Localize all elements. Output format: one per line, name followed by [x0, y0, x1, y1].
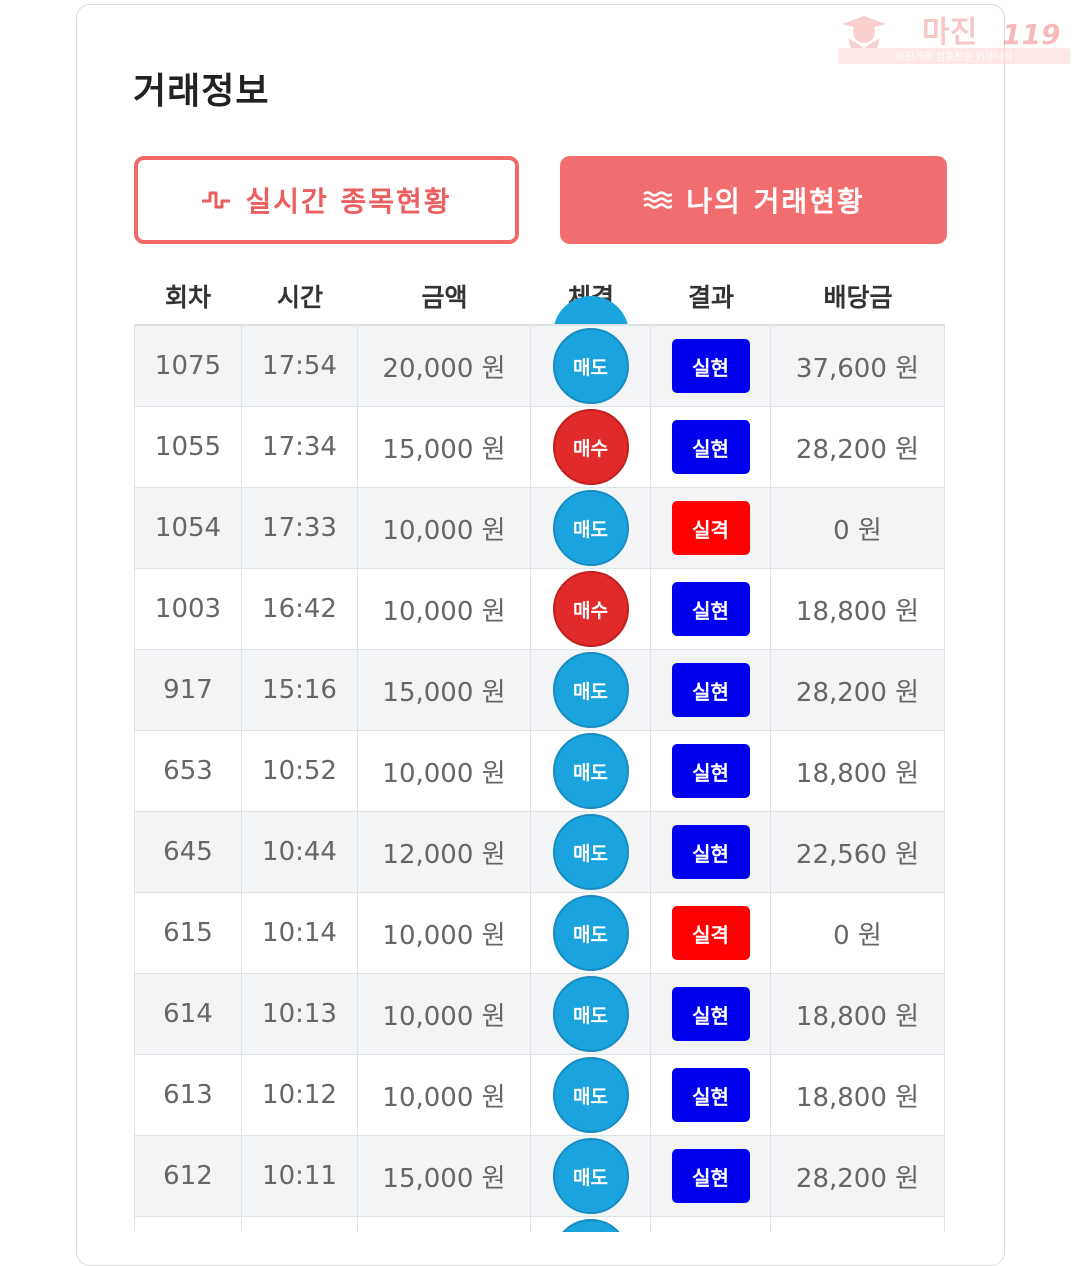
time-cell: 10:11 — [242, 1136, 358, 1216]
round-cell: 615 — [134, 893, 242, 973]
round-cell: 1075 — [134, 326, 242, 406]
table-row[interactable] — [134, 1217, 945, 1232]
payout-cell: 28,200 원 — [771, 407, 945, 487]
realtime-status-button[interactable]: 실시간 종목현황 — [134, 156, 519, 244]
time-cell: 16:42 — [242, 569, 358, 649]
result-badge: 실현 — [671, 339, 750, 393]
time-cell: 17:54 — [242, 326, 358, 406]
payout-cell: 18,800 원 — [771, 1055, 945, 1135]
table-header: 회차 시간 금액 체결 결과 배당금 — [134, 268, 945, 324]
amount-cell: 15,000 원 — [358, 407, 531, 487]
payout-cell: 18,800 원 — [771, 569, 945, 649]
amount-cell: 15,000 원 — [358, 650, 531, 730]
column-header-round[interactable]: 회차 — [164, 283, 211, 312]
payout-cell: 0 원 — [771, 488, 945, 568]
round-cell: 653 — [134, 731, 242, 811]
watermark-brand: 마진 — [922, 15, 977, 50]
payout-cell: 28,200 원 — [771, 1136, 945, 1216]
trade-buy-badge: 매수 — [552, 571, 629, 647]
trade-sell-badge — [552, 1219, 629, 1232]
round-cell: 645 — [134, 812, 242, 892]
table-row[interactable]: 1055 17:34 15,000 원 매수 실현 28,200 원 — [134, 407, 945, 488]
realtime-status-label: 실시간 종목현황 — [245, 185, 452, 218]
trade-table-body[interactable]: 1075 17:54 20,000 원 매도 실현 37,600 원 1055 … — [134, 324, 945, 1232]
time-cell: 10:44 — [242, 812, 358, 892]
my-trades-button[interactable]: 나의 거래현황 — [560, 156, 947, 244]
trade-sell-badge: 매도 — [552, 976, 629, 1052]
amount-cell: 15,000 원 — [358, 1136, 531, 1216]
payout-cell: 0 원 — [771, 893, 945, 973]
payout-cell: 28,200 원 — [771, 650, 945, 730]
result-badge: 실현 — [671, 663, 750, 717]
table-row[interactable]: 612 10:11 15,000 원 매도 실현 28,200 원 — [134, 1136, 945, 1217]
time-cell: 10:13 — [242, 974, 358, 1054]
round-cell: 1054 — [134, 488, 242, 568]
result-badge: 실격 — [671, 906, 750, 960]
trade-sell-badge: 매도 — [552, 733, 629, 809]
result-badge: 실현 — [671, 1149, 750, 1203]
amount-cell: 10,000 원 — [358, 569, 531, 649]
table-row[interactable]: 614 10:13 10,000 원 매도 실현 18,800 원 — [134, 974, 945, 1055]
table-row[interactable]: 615 10:14 10,000 원 매도 실격 0 원 — [134, 893, 945, 974]
result-badge: 실현 — [671, 582, 750, 636]
time-cell: 10:14 — [242, 893, 358, 973]
payout-cell: 22,560 원 — [771, 812, 945, 892]
waves-icon — [642, 190, 673, 210]
time-cell: 15:16 — [242, 650, 358, 730]
round-cell: 1003 — [134, 569, 242, 649]
amount-cell: 10,000 원 — [358, 974, 531, 1054]
column-header-time[interactable]: 시간 — [276, 283, 323, 312]
time-cell: 10:52 — [242, 731, 358, 811]
table-row[interactable]: 1003 16:42 10,000 원 매수 실현 18,800 원 — [134, 569, 945, 650]
round-cell: 613 — [134, 1055, 242, 1135]
trade-sell-badge: 매도 — [552, 895, 629, 971]
trade-sell-badge: 매도 — [552, 652, 629, 728]
payout-cell: 37,600 원 — [771, 326, 945, 406]
round-cell: 612 — [134, 1136, 242, 1216]
column-header-payout[interactable]: 배당금 — [823, 283, 893, 312]
result-badge: 실현 — [671, 420, 750, 474]
pulse-icon — [201, 189, 231, 211]
table-row[interactable]: 917 15:16 15,000 원 매도 실현 28,200 원 — [134, 650, 945, 731]
payout-cell: 18,800 원 — [771, 974, 945, 1054]
time-cell: 10:12 — [242, 1055, 358, 1135]
amount-cell: 10,000 원 — [358, 1055, 531, 1135]
table-row[interactable]: 1075 17:54 20,000 원 매도 실현 37,600 원 — [134, 326, 945, 407]
table-row[interactable]: 613 10:12 10,000 원 매도 실현 18,800 원 — [134, 1055, 945, 1136]
trade-sell-badge: 매도 — [552, 814, 629, 890]
watermark-logo: 마진 119 마진거래 검증전문 커뮤니티 — [838, 8, 1070, 64]
trade-sell-badge: 매도 — [552, 490, 629, 566]
column-header-amount[interactable]: 금액 — [421, 283, 468, 312]
watermark-number: 119 — [1002, 18, 1060, 51]
time-cell: 17:34 — [242, 407, 358, 487]
result-badge: 실현 — [671, 825, 750, 879]
payout-cell: 18,800 원 — [771, 731, 945, 811]
result-badge: 실현 — [671, 987, 750, 1041]
amount-cell: 10,000 원 — [358, 731, 531, 811]
round-cell: 917 — [134, 650, 242, 730]
trade-buy-badge: 매수 — [552, 409, 629, 485]
result-badge: 실현 — [671, 1068, 750, 1122]
my-trades-label: 나의 거래현황 — [686, 185, 865, 218]
result-badge: 실현 — [671, 744, 750, 798]
trade-sell-badge: 매도 — [552, 1057, 629, 1133]
trade-sell-badge: 매도 — [552, 328, 629, 404]
time-cell: 17:33 — [242, 488, 358, 568]
amount-cell: 10,000 원 — [358, 488, 531, 568]
amount-cell: 12,000 원 — [358, 812, 531, 892]
round-cell: 1055 — [134, 407, 242, 487]
watermark-tagline: 마진거래 검증전문 커뮤니티 — [896, 51, 1013, 63]
amount-cell: 20,000 원 — [358, 326, 531, 406]
table-row[interactable]: 645 10:44 12,000 원 매도 실현 22,560 원 — [134, 812, 945, 893]
table-row[interactable]: 1054 17:33 10,000 원 매도 실격 0 원 — [134, 488, 945, 569]
amount-cell: 10,000 원 — [358, 893, 531, 973]
trade-sell-badge: 매도 — [552, 1138, 629, 1214]
page-title: 거래정보 — [133, 71, 270, 112]
result-badge: 실격 — [671, 501, 750, 555]
column-header-result[interactable]: 결과 — [687, 283, 734, 312]
table-row[interactable]: 653 10:52 10,000 원 매도 실현 18,800 원 — [134, 731, 945, 812]
round-cell: 614 — [134, 974, 242, 1054]
